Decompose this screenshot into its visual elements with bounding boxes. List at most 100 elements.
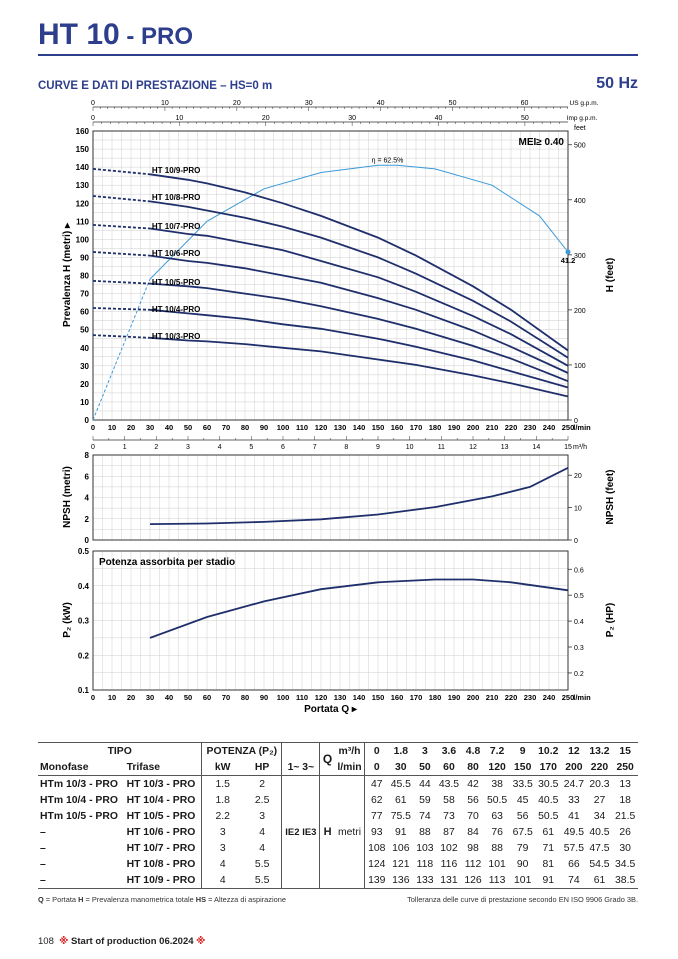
m3h-cell: 4.8 xyxy=(461,742,485,759)
cell-h: 108 xyxy=(364,840,389,856)
cell-h: 56 xyxy=(516,810,529,822)
y-axis-label: Prevalenza H (metri) ▸ xyxy=(62,222,73,327)
star-icon: ※ xyxy=(59,936,69,947)
table-row: HTm 10/3 - PRO HT 10/3 - PRO 1.5 2 47 45.5 44 4… xyxy=(38,775,638,792)
cell-kw: 1.8 xyxy=(201,792,243,808)
cell-h: 47.5 xyxy=(589,842,610,854)
title-main: HT 10 xyxy=(38,18,120,51)
mei-label: MEI≥ 0.40 xyxy=(518,137,564,148)
us-tick-label: 40 xyxy=(377,100,385,107)
cell-ie-blank xyxy=(281,775,320,792)
m3h-cell: 1.8 xyxy=(388,742,414,759)
x-tick-label: 50 xyxy=(184,423,192,432)
x-tick-label: 160 xyxy=(391,693,404,702)
m3h-cell: 12 xyxy=(561,742,587,759)
cell-h: 18 xyxy=(619,794,631,806)
title-suffix: - PRO xyxy=(119,23,194,50)
cell-hp: 4 xyxy=(259,826,266,838)
cell-h: 43.5 xyxy=(438,778,460,790)
cell-h: 71 xyxy=(542,842,555,854)
cell-trifase: HT 10/3 - PRO xyxy=(126,778,196,790)
star-icon: ※ xyxy=(196,936,206,947)
x-tick-label: 30 xyxy=(146,423,154,432)
power-chart-title: Potenza assorbita per stadio xyxy=(99,557,235,568)
cell-h: 131 xyxy=(436,872,462,889)
y-tick-label: 0.3 xyxy=(78,617,90,626)
table-row: HTm 10/4 - PRO HT 10/4 - PRO 1.8 2.5 62 61 59 5… xyxy=(38,792,638,808)
cell-h: 26 xyxy=(619,826,631,838)
cell-h: 136 xyxy=(388,872,414,889)
performance-table: TIPO POTENZA (P₂) Q m³/h 0 1.8 3 3.6 4.8… xyxy=(38,742,638,889)
cell-h: 57.5 xyxy=(563,842,584,854)
x-tick-label: 20 xyxy=(127,693,135,702)
cell-h: 113 xyxy=(484,872,510,889)
imp-tick-label: 30 xyxy=(348,115,356,122)
tolerance-note: Tolleranza delle curve di prestazione se… xyxy=(407,895,638,904)
x-tick-label: 20 xyxy=(127,423,135,432)
hp-tick-label: 0.6 xyxy=(574,567,584,574)
x-tick-label: 140 xyxy=(353,423,366,432)
y-tick-label: 0.4 xyxy=(78,582,90,591)
cell-monofase: – xyxy=(40,858,46,870)
y-tick-label: 0.5 xyxy=(78,547,90,556)
cell-h: 61 xyxy=(542,826,555,838)
plot-frame xyxy=(92,454,569,541)
cell-h: 30 xyxy=(619,842,631,854)
us-tick-label: 60 xyxy=(521,100,529,107)
cell-h: 77 xyxy=(364,808,389,824)
head-curve xyxy=(149,282,569,383)
table-row: HTm 10/5 - PRO HT 10/5 - PRO 2.2 3 77 75.5 74 7… xyxy=(38,808,638,824)
x-tick-label: 160 xyxy=(391,423,404,432)
cell-metri-blank xyxy=(335,840,365,856)
th-phase: 1~ 3~ xyxy=(281,759,320,776)
efficiency-end-label: 41.2 xyxy=(561,256,576,265)
x-tick-label: 240 xyxy=(543,693,556,702)
cell-h: 44 xyxy=(419,778,431,790)
npsh-curve xyxy=(149,466,569,525)
lmin-cell: 150 xyxy=(509,759,536,776)
title-rule xyxy=(38,54,638,56)
cell-h: 124 xyxy=(364,856,389,872)
th-monofase: Monofase xyxy=(38,759,125,776)
cell-h: 91 xyxy=(395,826,407,838)
cell-h: 20.3 xyxy=(589,778,610,790)
y-tick-label: 50 xyxy=(80,326,89,335)
cell-h: 61 xyxy=(395,794,407,806)
cell-h: 21.5 xyxy=(615,810,636,822)
head-curve-dashed xyxy=(92,280,151,285)
cell-h: 90 xyxy=(516,858,529,870)
m3h-tick-label: 10 xyxy=(406,444,414,451)
y-tick-label: 120 xyxy=(76,199,90,208)
head-curve xyxy=(149,336,569,398)
x-tick-label: 10 xyxy=(108,423,116,432)
x-tick-label: 100 xyxy=(277,693,290,702)
feet-tick-label: 100 xyxy=(574,363,586,370)
th-lmin: l/min xyxy=(334,759,365,776)
y-axis-label: P₂ (kW) xyxy=(62,602,73,638)
cell-monofase: HTm 10/4 - PRO xyxy=(40,794,118,806)
cell-h: 75.5 xyxy=(390,810,411,822)
feet-tick-label: 200 xyxy=(574,308,586,315)
x-tick-label: 70 xyxy=(222,423,230,432)
m3h-tick-label: 2 xyxy=(154,444,158,451)
lmin-cell: 200 xyxy=(561,759,587,776)
cell-h: 41 xyxy=(568,810,580,822)
x-tick-label: 190 xyxy=(448,423,461,432)
x-tick-label: 10 xyxy=(108,693,116,702)
m3h-tick-label: 5 xyxy=(249,444,253,451)
lmin-cell: 220 xyxy=(586,759,613,776)
cell-h: 116 xyxy=(440,858,458,870)
footer-date: 06.2024 xyxy=(159,936,194,947)
cell-h: 139 xyxy=(364,872,389,889)
m3h-tick-label: 8 xyxy=(344,444,348,451)
hp-tick-label: 0.3 xyxy=(574,645,584,652)
x-tick-label: 110 xyxy=(296,423,308,432)
m3h-tick-label: 9 xyxy=(376,444,380,451)
feet-tick-label: 500 xyxy=(574,143,586,150)
cell-h: 24.7 xyxy=(563,778,584,790)
th-potenza: POTENZA (P₂) xyxy=(201,742,282,759)
table-row: – HT 10/9 - PRO 4 5.5 139 136 133 131 126 113 101 9… xyxy=(38,872,638,889)
head-curve xyxy=(149,200,569,359)
cell-ie-blank xyxy=(281,808,320,824)
head-curve xyxy=(149,308,569,389)
